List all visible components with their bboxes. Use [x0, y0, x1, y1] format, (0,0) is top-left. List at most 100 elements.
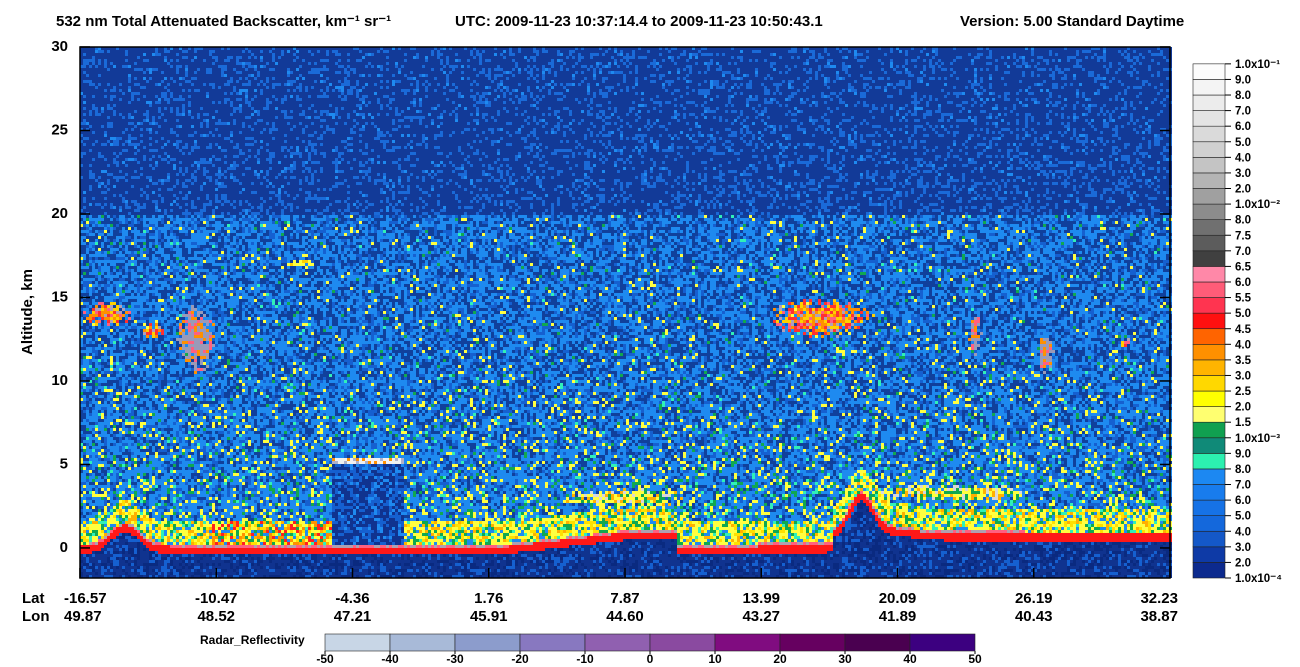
colorbar-box [1192, 141, 1226, 158]
lat-tick-label: -16.57 [64, 590, 107, 607]
colorbar-box [1192, 281, 1226, 298]
time-range: UTC: 2009-11-23 10:37:14.4 to 2009-11-23… [455, 13, 823, 30]
colorbar-box [1192, 468, 1226, 485]
lon-tick-label: 43.27 [742, 608, 780, 625]
lat-tick-label: 13.99 [742, 590, 780, 607]
image-layer [80, 47, 1172, 215]
colorbar-box [1192, 437, 1226, 454]
colorbar-label: 5.0 [1235, 511, 1251, 523]
colorbar-label: 9.0 [1235, 74, 1251, 86]
colorbar-box [1192, 63, 1226, 80]
radar-tick-label: -20 [511, 652, 529, 666]
radar-tick-label: 20 [773, 652, 787, 666]
colorbar-label: 4.0 [1235, 339, 1251, 351]
radar-tick-label: 30 [838, 652, 852, 666]
image-layer [335, 458, 401, 464]
colorbar-box [1192, 172, 1226, 189]
colorbar-box [1192, 343, 1226, 361]
colorbar-label: 1.0x10⁻³ [1235, 433, 1280, 445]
colorbar-label: 5.0 [1235, 308, 1251, 320]
colorbar-box [1192, 546, 1226, 563]
lon-tick-label: 38.87 [1140, 608, 1178, 625]
colorbar-label: 5.5 [1235, 293, 1252, 305]
version: Version: 5.00 Standard Daytime [960, 13, 1184, 30]
colorbar-label: 4.5 [1235, 324, 1252, 336]
image-layer [80, 503, 1172, 578]
image-layer [578, 485, 1022, 503]
lon-tick-label: 47.21 [334, 608, 372, 625]
colorbar-label: 2.0 [1235, 184, 1251, 196]
y-axis-label: Altitude, km [19, 269, 36, 355]
colorbar-label: 3.0 [1235, 370, 1251, 382]
y-tick-label: 5 [60, 455, 68, 472]
colorbar-box [1192, 219, 1226, 236]
colorbar-box [1192, 234, 1226, 252]
colorbar-label: 6.0 [1235, 277, 1251, 289]
colorbar-box [1192, 484, 1226, 501]
lon-tick-label: 45.91 [470, 608, 508, 625]
radar-tick-label: 40 [903, 652, 917, 666]
colorbar-box [1192, 79, 1226, 96]
colorbar-box [1192, 297, 1226, 314]
backscatter-image [80, 47, 1172, 578]
colorbar-box [1192, 499, 1226, 516]
radar-tick-label: 50 [968, 652, 982, 666]
colorbar-box [1192, 406, 1226, 423]
colorbar-box [1192, 157, 1226, 174]
colorbar-box [1192, 94, 1226, 111]
colorbar-label: 3.5 [1235, 355, 1252, 367]
colorbar-label: 3.0 [1235, 168, 1251, 180]
radar-box [909, 633, 976, 652]
colorbar-box [1192, 110, 1226, 127]
colorbar-label: 7.0 [1235, 106, 1251, 118]
radar-tick-label: -10 [576, 652, 594, 666]
colorbar-label: 7.0 [1235, 246, 1251, 258]
lon-tick-label: 48.52 [197, 608, 235, 625]
colorbar-label: 5.0 [1235, 137, 1251, 149]
colorbar-label: 8.0 [1235, 90, 1251, 102]
colorbar-label: 9.0 [1235, 448, 1251, 460]
colorbar-box [1192, 125, 1226, 143]
colorbar-box [1192, 250, 1226, 267]
lon-tick-label: 49.87 [64, 608, 102, 625]
y-tick-label: 20 [51, 205, 68, 222]
colorbar-box [1192, 562, 1226, 579]
colorbar-box [1192, 188, 1226, 205]
radar-tick-label: -30 [446, 652, 464, 666]
colorbar-box [1192, 515, 1226, 532]
image-layer [80, 215, 1172, 545]
colorbar-box [1192, 530, 1226, 548]
y-tick-label: 10 [51, 372, 68, 389]
colorbar-label: 1.0x10⁻² [1235, 199, 1280, 211]
lon-tick-label: 44.60 [606, 608, 644, 625]
lat-label: Lat [22, 590, 45, 607]
colorbar-label: 4.0 [1235, 526, 1251, 538]
colorbar-label: 1.5 [1235, 417, 1252, 429]
radar-tick-label: 10 [708, 652, 722, 666]
colorbar-label: 6.0 [1235, 495, 1251, 507]
image-layer [80, 464, 1172, 578]
y-tick-label: 15 [51, 288, 68, 305]
colorbar-label: 1.0x10⁻⁴ [1235, 573, 1282, 585]
radar-box [584, 633, 651, 652]
axes: 051015202530-16.5749.87-10.4748.52-4.364… [51, 38, 1282, 666]
radar-tick-label: -40 [381, 652, 399, 666]
colorbar-box [1192, 375, 1226, 392]
lon-tick-label: 41.89 [879, 608, 917, 625]
colorbar-box [1192, 266, 1226, 283]
radar-box [519, 633, 586, 652]
colorbar-label: 2.0 [1235, 402, 1251, 414]
y-tick-label: 25 [51, 121, 68, 138]
radar-label: Radar_Reflectivity [200, 633, 305, 647]
colorbar-box [1192, 328, 1226, 345]
radar-box [454, 633, 521, 652]
colorbar-label: 3.0 [1235, 542, 1251, 554]
colorbar-label: 8.0 [1235, 464, 1251, 476]
colorbar-box [1192, 203, 1226, 220]
lat-tick-label: 26.19 [1015, 590, 1053, 607]
y-tick-label: 30 [51, 38, 68, 55]
colorbar-box [1192, 453, 1226, 470]
colorbar-box [1192, 421, 1226, 439]
colorbar-box [1192, 390, 1226, 407]
